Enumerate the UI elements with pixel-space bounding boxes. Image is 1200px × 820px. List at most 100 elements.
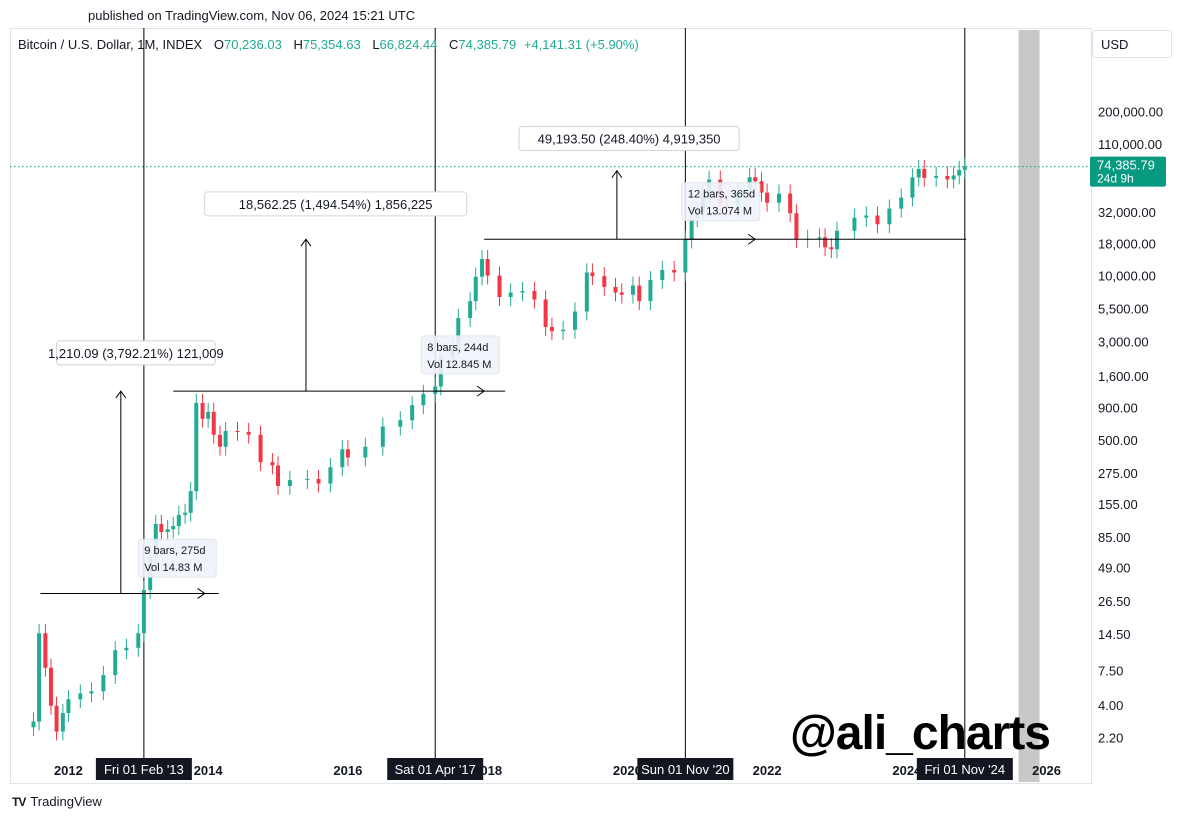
vline-date-label: Sun 01 Nov '20	[641, 762, 730, 777]
x-tick-label: 2026	[1032, 763, 1061, 778]
candle-body	[922, 168, 927, 178]
candle-body	[200, 402, 205, 419]
candle-body	[31, 721, 36, 728]
candle-body	[829, 247, 834, 250]
candle-body	[89, 691, 94, 694]
y-tick-label: 275.00	[1098, 466, 1138, 481]
candle-body	[380, 426, 385, 447]
candle-body	[410, 405, 415, 421]
candle-body	[561, 329, 566, 332]
candle-body	[951, 175, 956, 180]
candle-body	[235, 430, 240, 432]
y-tick-label: 49.00	[1098, 560, 1131, 575]
candle-body	[188, 491, 193, 513]
candle-body	[183, 512, 188, 515]
candle-body	[54, 705, 59, 732]
candle-body	[497, 275, 502, 298]
candle-body	[613, 286, 618, 293]
candle-body	[549, 326, 554, 332]
symbol-legend: Bitcoin / U.S. Dollar, 1M, INDEX O70,236…	[18, 37, 639, 52]
candle-body	[590, 272, 595, 277]
y-tick-label: 155.00	[1098, 497, 1138, 512]
currency-button[interactable]: USD	[1092, 30, 1172, 58]
candle-body	[683, 239, 688, 273]
candle-body	[899, 197, 904, 209]
projection-label: 18,562.25 (1,494.54%) 1,856,225	[239, 197, 433, 212]
measure-vol-label: Vol 12.845 M	[427, 359, 491, 371]
open-label: O	[213, 37, 224, 52]
candle-body	[945, 176, 950, 180]
candle-body	[363, 446, 368, 458]
x-tick-label: 2022	[753, 763, 782, 778]
candle-body	[962, 166, 967, 170]
candle-body	[171, 526, 176, 530]
candle-body	[584, 272, 589, 312]
candle-body	[660, 269, 665, 281]
candle-body	[788, 193, 793, 214]
candle-body	[532, 291, 537, 300]
y-tick-label: 18,000.00	[1098, 236, 1156, 251]
measure-bars-label: 9 bars, 275d	[144, 545, 205, 557]
vline-date-tag	[95, 758, 192, 780]
vline-date-tag	[916, 758, 1013, 780]
measure-arrowhead	[476, 385, 485, 397]
y-tick-label: 900.00	[1098, 401, 1138, 416]
candle-body	[328, 467, 333, 484]
candle-body	[270, 462, 275, 466]
candle-body	[508, 292, 513, 298]
candle-body	[480, 259, 485, 277]
measure-vol-label: Vol 14.83 M	[144, 562, 202, 574]
candle-body	[916, 168, 921, 178]
projection-label-box	[56, 340, 216, 366]
vline-date-label: Sat 01 Apr '17	[395, 762, 476, 777]
candle-body	[194, 402, 199, 492]
open-value: 70,236.03	[223, 37, 282, 52]
candle-body	[340, 449, 345, 468]
low-label: L	[372, 37, 380, 52]
candle-body	[753, 177, 758, 182]
x-tick-label: 2020	[613, 763, 642, 778]
measure-bars-label: 8 bars, 244d	[427, 342, 488, 354]
current-price-label: 74,385.79	[1097, 158, 1155, 173]
measure-arrowhead	[747, 233, 757, 245]
candle-body	[433, 386, 438, 394]
y-tick-label: 4.00	[1098, 698, 1123, 713]
candle-body	[223, 430, 228, 447]
candle-body	[817, 237, 822, 239]
y-tick-label: 32,000.00	[1098, 205, 1156, 220]
candle-body	[48, 667, 53, 706]
candle-body	[619, 292, 624, 295]
candle-body	[78, 693, 83, 700]
candle-body	[834, 230, 839, 250]
candle-body	[864, 215, 869, 218]
candle-body	[246, 431, 251, 435]
chart-frame[interactable]	[10, 28, 1092, 784]
candle-body	[765, 192, 770, 203]
candle-body	[305, 478, 310, 481]
candle-body	[887, 208, 892, 225]
brand-name: TradingView	[30, 794, 102, 809]
tradingview-brand[interactable]: TV TradingView	[12, 794, 102, 809]
x-tick-label: 2012	[54, 763, 83, 778]
vline-date-tag	[637, 758, 734, 780]
candle-body	[113, 650, 118, 676]
candle-body	[572, 311, 577, 330]
watermark-text: @ali_charts	[790, 707, 1051, 760]
candle-body	[672, 269, 677, 273]
candle-body	[141, 590, 146, 634]
x-tick-label: 2014	[194, 763, 224, 778]
measure-arrowhead	[197, 588, 206, 599]
candle-body	[910, 177, 915, 198]
candle-body	[101, 675, 106, 692]
current-price-tag	[1090, 156, 1166, 187]
candle-body	[648, 280, 653, 302]
candle-body	[852, 217, 857, 231]
y-tick-label: 26.50	[1098, 594, 1131, 609]
candle-body	[136, 633, 141, 648]
candle-body	[421, 393, 426, 406]
future-shade-band	[1018, 30, 1040, 782]
vline-date-label: Fri 01 Feb '13	[104, 762, 184, 777]
candle-body	[875, 215, 880, 225]
close-label: C	[449, 37, 459, 52]
